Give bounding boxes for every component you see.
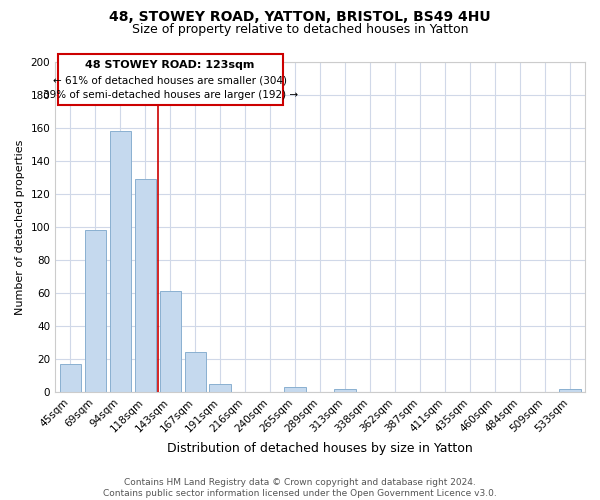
Text: Size of property relative to detached houses in Yatton: Size of property relative to detached ho… <box>132 22 468 36</box>
Bar <box>110 132 131 392</box>
Bar <box>59 364 81 392</box>
Text: ← 61% of detached houses are smaller (304): ← 61% of detached houses are smaller (30… <box>53 76 287 86</box>
Bar <box>334 388 356 392</box>
Bar <box>185 352 206 392</box>
Text: 48 STOWEY ROAD: 123sqm: 48 STOWEY ROAD: 123sqm <box>85 60 255 70</box>
Bar <box>85 230 106 392</box>
Bar <box>284 387 306 392</box>
X-axis label: Distribution of detached houses by size in Yatton: Distribution of detached houses by size … <box>167 442 473 455</box>
Text: 48, STOWEY ROAD, YATTON, BRISTOL, BS49 4HU: 48, STOWEY ROAD, YATTON, BRISTOL, BS49 4… <box>109 10 491 24</box>
Text: Contains HM Land Registry data © Crown copyright and database right 2024.
Contai: Contains HM Land Registry data © Crown c… <box>103 478 497 498</box>
Text: 39% of semi-detached houses are larger (192) →: 39% of semi-detached houses are larger (… <box>43 90 298 100</box>
Y-axis label: Number of detached properties: Number of detached properties <box>15 140 25 314</box>
Bar <box>209 384 231 392</box>
Bar <box>58 54 283 105</box>
Bar <box>559 388 581 392</box>
Bar <box>134 179 156 392</box>
Bar <box>160 292 181 392</box>
